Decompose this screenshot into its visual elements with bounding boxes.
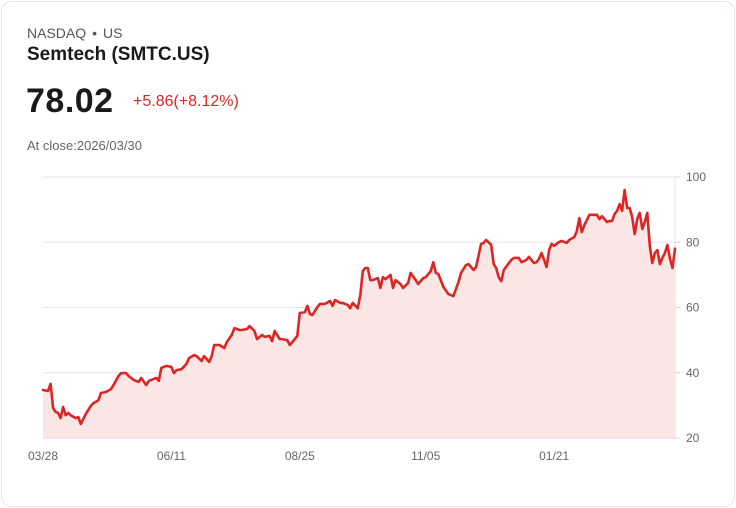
x-tick-label: 08/25	[285, 449, 315, 463]
y-tick-label: 40	[686, 366, 700, 380]
close-date: At close:2026/03/30	[27, 138, 142, 153]
exchange-line: NASDAQ • US	[27, 25, 122, 41]
y-tick-label: 100	[686, 170, 706, 184]
x-tick-label: 03/28	[28, 449, 58, 463]
y-tick-label: 20	[686, 431, 700, 445]
x-tick-label: 11/05	[411, 449, 440, 463]
stock-title: Semtech (SMTC.US)	[27, 44, 210, 65]
y-tick-label: 60	[686, 301, 700, 315]
exchange-name: NASDAQ	[27, 25, 87, 41]
region: US	[103, 25, 123, 41]
separator-dot: •	[92, 25, 98, 41]
price-area-fill	[43, 190, 675, 438]
price-change: +5.86(+8.12%)	[133, 93, 239, 110]
stock-price: 78.02	[26, 82, 114, 120]
y-tick-label: 80	[686, 235, 700, 249]
price-line	[41, 188, 677, 426]
x-tick-label: 06/11	[157, 449, 186, 463]
x-tick-label: 01/21	[539, 449, 569, 463]
